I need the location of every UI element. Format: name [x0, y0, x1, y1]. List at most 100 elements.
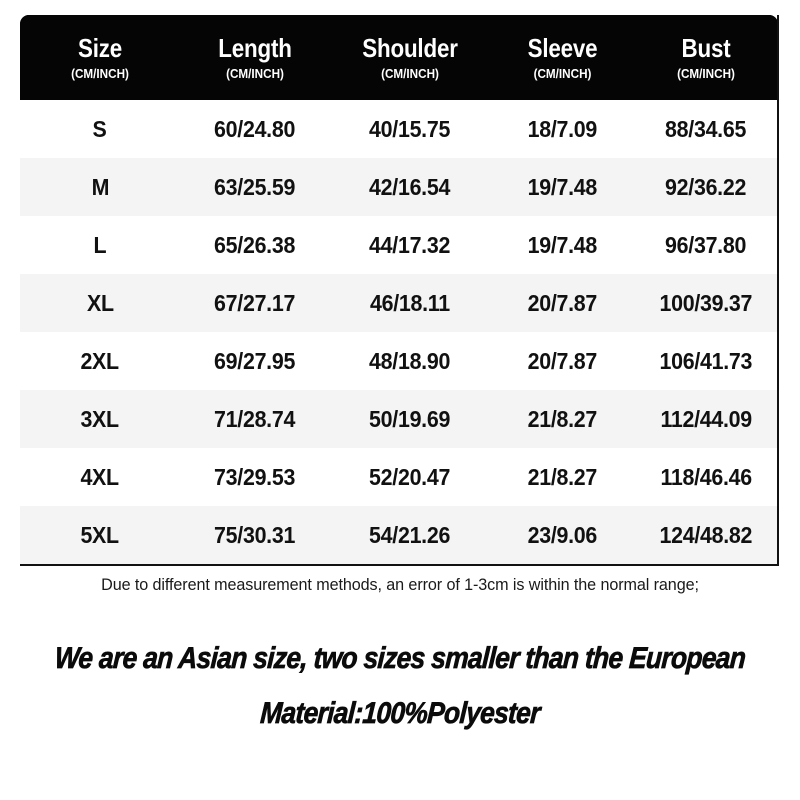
cell-bust: 96/37.80 [635, 216, 778, 274]
column-header-shoulder-unit: (CM/INCH) [381, 66, 439, 82]
cell-sleeve: 21/8.27 [490, 448, 635, 506]
cell-length: 63/25.59 [180, 158, 330, 216]
cell-sleeve: 19/7.48 [490, 158, 635, 216]
cell-shoulder-value: 48/18.90 [369, 347, 451, 374]
cell-length-value: 75/30.31 [214, 521, 296, 548]
cell-length: 60/24.80 [180, 100, 330, 158]
cell-length: 73/29.53 [180, 448, 330, 506]
cell-size-value: L [93, 231, 107, 258]
cell-size: S [20, 100, 180, 158]
column-header-bust: Bust (CM/INCH) [635, 15, 778, 100]
column-header-bust-unit: (CM/INCH) [677, 66, 735, 82]
cell-sleeve-value: 19/7.48 [527, 173, 598, 200]
cell-size: L [20, 216, 180, 274]
cell-length: 65/26.38 [180, 216, 330, 274]
cell-size-value: S [92, 115, 107, 142]
column-header-length-unit: (CM/INCH) [226, 66, 284, 82]
cell-length: 67/27.17 [180, 274, 330, 332]
column-header-sleeve-unit: (CM/INCH) [533, 66, 592, 82]
table-row: XL 67/27.17 46/18.11 20/7.87 100/39.37 [20, 274, 778, 332]
cell-size: M [20, 158, 180, 216]
sizing-note: We are an Asian size, two sizes smaller … [53, 642, 747, 676]
cell-sleeve: 20/7.87 [490, 332, 635, 390]
cell-sleeve-value: 23/9.06 [527, 521, 598, 548]
table-row: S 60/24.80 40/15.75 18/7.09 88/34.65 [20, 100, 778, 158]
cell-bust: 92/36.22 [635, 158, 778, 216]
column-header-sleeve: Sleeve (CM/INCH) [490, 15, 635, 100]
cell-shoulder-value: 40/15.75 [369, 115, 451, 142]
cell-bust-value: 96/37.80 [665, 231, 747, 258]
cell-size: 4XL [20, 448, 180, 506]
cell-size-value: 4XL [80, 463, 120, 490]
column-header-size-label: Size [77, 32, 123, 63]
cell-size: XL [20, 274, 180, 332]
cell-bust: 88/34.65 [635, 100, 778, 158]
cell-shoulder: 54/21.26 [330, 506, 490, 565]
cell-size: 3XL [20, 390, 180, 448]
cell-bust: 100/39.37 [635, 274, 778, 332]
table-row: 4XL 73/29.53 52/20.47 21/8.27 118/46.46 [20, 448, 778, 506]
cell-bust-value: 118/46.46 [660, 463, 752, 490]
cell-bust-value: 106/41.73 [659, 347, 753, 374]
cell-shoulder: 50/19.69 [330, 390, 490, 448]
cell-length-value: 73/29.53 [214, 463, 296, 490]
column-header-shoulder-label: Shoulder [362, 32, 458, 63]
cell-length: 75/30.31 [180, 506, 330, 565]
cell-sleeve: 20/7.87 [490, 274, 635, 332]
column-header-bust-label: Bust [681, 32, 731, 63]
cell-size-value: 3XL [80, 405, 120, 432]
cell-size-value: M [91, 173, 109, 200]
cell-shoulder: 44/17.32 [330, 216, 490, 274]
cell-bust: 112/44.09 [635, 390, 778, 448]
cell-shoulder-value: 50/19.69 [369, 405, 451, 432]
table-row: L 65/26.38 44/17.32 19/7.48 96/37.80 [20, 216, 778, 274]
cell-sleeve: 23/9.06 [490, 506, 635, 565]
cell-length-value: 67/27.17 [214, 289, 296, 316]
table-row: M 63/25.59 42/16.54 19/7.48 92/36.22 [20, 158, 778, 216]
cell-size: 5XL [20, 506, 180, 565]
cell-sleeve-value: 20/7.87 [527, 347, 598, 374]
column-header-length-label: Length [218, 32, 292, 63]
cell-sleeve-value: 21/8.27 [527, 405, 598, 432]
cell-size-value: 2XL [80, 347, 120, 374]
cell-size-value: 5XL [80, 521, 120, 548]
cell-size: 2XL [20, 332, 180, 390]
column-header-length: Length (CM/INCH) [180, 15, 330, 100]
cell-shoulder: 48/18.90 [330, 332, 490, 390]
cell-length-value: 71/28.74 [214, 405, 296, 432]
cell-bust-value: 88/34.65 [665, 115, 747, 142]
cell-shoulder-value: 42/16.54 [369, 173, 451, 200]
cell-length: 71/28.74 [180, 390, 330, 448]
cell-bust: 118/46.46 [635, 448, 778, 506]
cell-shoulder-value: 54/21.26 [369, 521, 451, 548]
measurement-note: Due to different measurement methods, an… [101, 575, 699, 594]
column-header-shoulder: Shoulder (CM/INCH) [330, 15, 490, 100]
table-row: 3XL 71/28.74 50/19.69 21/8.27 112/44.09 [20, 390, 778, 448]
cell-sleeve-value: 19/7.48 [527, 231, 598, 258]
cell-bust-value: 92/36.22 [665, 173, 747, 200]
header-row: Size (CM/INCH) Length (CM/INCH) Shoulder… [20, 15, 778, 100]
cell-shoulder-value: 52/20.47 [369, 463, 451, 490]
material-note: Material:100%Polyester [259, 696, 541, 731]
cell-length-value: 60/24.80 [214, 115, 296, 142]
cell-bust-value: 124/48.82 [659, 521, 753, 548]
cell-bust: 106/41.73 [635, 332, 778, 390]
cell-length-value: 63/25.59 [214, 173, 296, 200]
cell-sleeve-value: 18/7.09 [527, 115, 598, 142]
cell-size-value: XL [86, 289, 114, 316]
cell-shoulder: 46/18.11 [330, 274, 490, 332]
cell-sleeve: 21/8.27 [490, 390, 635, 448]
cell-shoulder-value: 46/18.11 [370, 289, 450, 316]
table-header: Size (CM/INCH) Length (CM/INCH) Shoulder… [20, 15, 778, 100]
cell-bust-value: 112/44.09 [660, 405, 752, 432]
footer-notes: Due to different measurement methods, an… [0, 575, 800, 731]
cell-length-value: 69/27.95 [214, 347, 296, 374]
cell-length: 69/27.95 [180, 332, 330, 390]
cell-sleeve: 19/7.48 [490, 216, 635, 274]
cell-sleeve-value: 21/8.27 [527, 463, 598, 490]
column-header-size: Size (CM/INCH) [20, 15, 180, 100]
table-body: S 60/24.80 40/15.75 18/7.09 88/34.65 M 63/25.5… [20, 100, 778, 565]
cell-bust: 124/48.82 [635, 506, 778, 565]
cell-shoulder: 40/15.75 [330, 100, 490, 158]
